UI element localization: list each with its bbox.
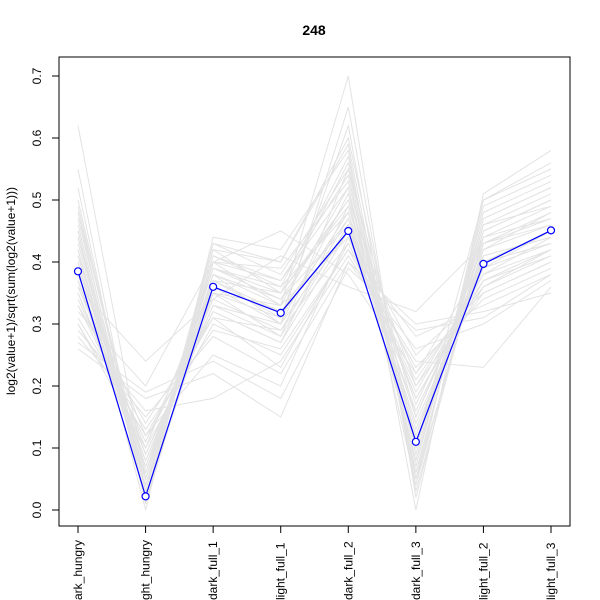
- chart-title: 248: [302, 22, 326, 38]
- y-axis: 0.0 0.1 0.2 0.3 0.4 0.5 0.6 0.7: [30, 67, 60, 518]
- background-series-line-25: [77, 248, 552, 431]
- highlight-point-1: [141, 492, 150, 501]
- highlight-point-6: [479, 259, 488, 268]
- highlight-series-group: [73, 226, 556, 501]
- highlight-point-0: [73, 267, 83, 276]
- x-tick-label: light_full_1: [274, 542, 288, 600]
- background-series-line-37: [77, 205, 552, 481]
- background-series-line-22: [77, 180, 552, 487]
- background-series-line-20: [77, 254, 552, 412]
- highlight-point-2: [209, 282, 218, 291]
- background-series-line-7: [77, 261, 552, 418]
- y-tick-label: 0.2: [30, 377, 44, 394]
- highlight-point-3: [276, 308, 285, 317]
- x-tick-label: dark_full_3: [409, 541, 423, 600]
- background-series-line-35: [77, 173, 552, 500]
- y-tick-label: 0.0: [30, 501, 44, 518]
- highlight-series-line: [77, 229, 552, 499]
- background-series-group: [77, 75, 552, 511]
- y-tick-label: 0.5: [30, 191, 44, 208]
- highlight-point-4: [344, 226, 353, 236]
- y-tick-label: 0.7: [30, 67, 44, 84]
- background-series-line-34: [77, 242, 552, 437]
- x-tick-label: light_full_3: [544, 542, 558, 600]
- x-tick-label: light_full_2: [476, 542, 490, 600]
- x-tick-label: ark_hungry: [71, 540, 85, 600]
- y-tick-label: 0.1: [30, 439, 44, 456]
- x-tick-label: ght_hungry: [139, 540, 153, 600]
- background-series-line-31: [77, 223, 552, 456]
- y-tick-label: 0.6: [30, 129, 44, 146]
- background-series-line-12: [77, 261, 552, 418]
- highlight-point-5: [411, 437, 420, 446]
- highlight-point-7: [546, 226, 556, 235]
- y-axis-label: log2(value+1)/sqrt(sum(log2(value+1))): [4, 187, 18, 395]
- x-axis: ark_hungry ght_hungry dark_full_1 light_ful…: [71, 525, 558, 600]
- background-series-line-11: [77, 235, 552, 437]
- background-series-line-33: [77, 211, 552, 469]
- y-tick-label: 0.3: [30, 315, 44, 332]
- y-tick-label: 0.4: [30, 253, 44, 270]
- background-series-line-38: [77, 229, 552, 443]
- x-tick-label: dark_full_1: [206, 541, 220, 600]
- background-series-line-36: [77, 217, 552, 462]
- background-series-line-29: [77, 267, 552, 400]
- background-series-line-32: [77, 186, 552, 487]
- x-tick-label: dark_full_2: [341, 541, 355, 600]
- background-series-line-28: [77, 155, 552, 494]
